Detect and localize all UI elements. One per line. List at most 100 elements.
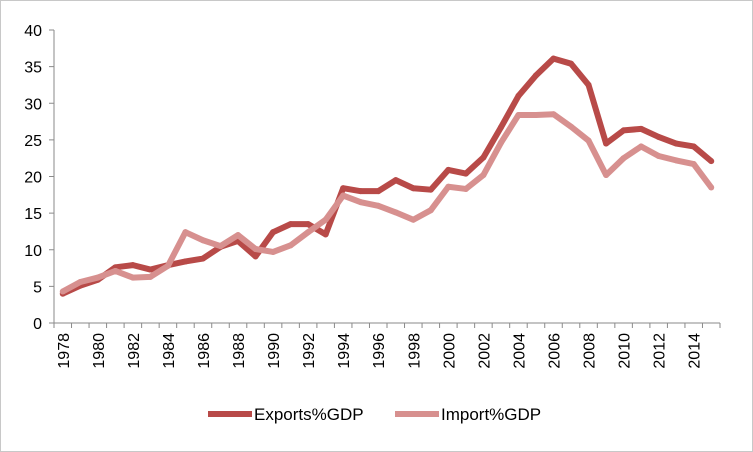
series-line-0 — [61, 55, 714, 297]
data-point-1 — [568, 123, 575, 130]
data-point-0 — [147, 266, 154, 273]
data-point-0 — [532, 72, 539, 79]
data-point-1 — [690, 161, 697, 168]
data-point-1 — [270, 248, 277, 255]
data-point-1 — [77, 278, 84, 285]
y-tick-label: 35 — [24, 60, 42, 77]
data-point-0 — [445, 166, 452, 173]
data-point-1 — [147, 273, 154, 280]
series-line-1 — [61, 111, 714, 295]
data-point-1 — [287, 242, 294, 249]
data-point-0 — [357, 188, 364, 195]
data-point-1 — [410, 216, 417, 223]
y-tick-label: 10 — [24, 243, 42, 260]
data-point-0 — [585, 81, 592, 88]
data-point-1 — [375, 202, 382, 209]
y-tick-label: 5 — [33, 279, 42, 296]
x-tick-label: 1996 — [371, 333, 388, 369]
data-point-0 — [690, 143, 697, 150]
data-point-1 — [550, 111, 557, 118]
data-point-0 — [199, 255, 206, 262]
legend-label-0: Exports%GDP — [254, 405, 364, 424]
data-point-0 — [305, 221, 312, 228]
data-point-1 — [603, 172, 610, 179]
data-point-1 — [94, 274, 101, 281]
x-axis: 1978 1980 1982 1984 1986 1988 1990 1992 1994 1996… — [53, 322, 721, 369]
x-tick-label: 1984 — [161, 333, 178, 369]
data-point-1 — [708, 184, 715, 191]
x-tick-label: 1998 — [406, 333, 423, 369]
data-point-0 — [322, 231, 329, 238]
data-point-1 — [322, 216, 329, 223]
data-point-1 — [462, 185, 469, 192]
data-point-0 — [340, 185, 347, 192]
data-point-1 — [480, 172, 487, 179]
data-point-1 — [497, 139, 504, 146]
data-point-0 — [252, 253, 259, 260]
x-tick-label: 2004 — [511, 333, 528, 369]
data-point-1 — [59, 288, 66, 295]
x-tick-label: 2012 — [652, 333, 669, 369]
data-point-1 — [235, 232, 242, 239]
data-point-1 — [392, 209, 399, 216]
data-point-1 — [427, 207, 434, 214]
legend-label-1: Import%GDP — [441, 405, 541, 424]
x-tick-label: 1978 — [56, 333, 73, 369]
data-point-1 — [340, 192, 347, 199]
x-tick-label: 2000 — [441, 333, 458, 369]
data-point-0 — [270, 229, 277, 236]
x-tick-label: 1994 — [336, 333, 353, 369]
data-point-0 — [708, 158, 715, 165]
data-point-1 — [199, 237, 206, 244]
data-point-0 — [673, 140, 680, 147]
x-tick-label: 2008 — [582, 333, 599, 369]
data-point-1 — [515, 111, 522, 118]
data-point-1 — [673, 157, 680, 164]
x-tick-label: 2010 — [617, 333, 634, 369]
data-point-0 — [410, 185, 417, 192]
data-point-0 — [638, 125, 645, 132]
x-tick-label: 1986 — [196, 333, 213, 369]
data-point-0 — [129, 262, 136, 269]
series-layer — [59, 55, 715, 297]
data-point-1 — [112, 267, 119, 274]
data-point-0 — [375, 188, 382, 195]
data-point-0 — [287, 221, 294, 228]
data-point-0 — [497, 124, 504, 131]
data-point-0 — [480, 154, 487, 161]
x-tick-label: 2002 — [476, 333, 493, 369]
data-point-1 — [655, 152, 662, 159]
data-point-1 — [357, 199, 364, 206]
data-point-0 — [515, 92, 522, 99]
x-tick-label: 1992 — [301, 333, 318, 369]
data-point-1 — [305, 229, 312, 236]
y-tick-label: 25 — [24, 133, 42, 150]
data-point-1 — [532, 111, 539, 118]
x-tick-label: 2006 — [547, 333, 564, 369]
data-point-1 — [182, 229, 189, 236]
legend: Exports%GDP Import%GDP — [208, 405, 541, 424]
data-point-1 — [620, 155, 627, 162]
data-point-1 — [585, 137, 592, 144]
y-tick-label: 0 — [33, 316, 42, 333]
data-point-0 — [568, 60, 575, 67]
data-point-1 — [164, 262, 171, 269]
x-tick-label: 1980 — [91, 333, 108, 369]
x-tick-label: 1988 — [231, 333, 248, 369]
data-point-0 — [620, 127, 627, 134]
data-point-0 — [655, 133, 662, 140]
data-point-1 — [638, 143, 645, 150]
y-tick-label: 20 — [24, 170, 42, 187]
x-tick-label: 2014 — [687, 333, 704, 369]
data-point-1 — [252, 246, 259, 253]
data-point-1 — [129, 274, 136, 281]
data-point-1 — [217, 243, 224, 250]
data-point-0 — [427, 186, 434, 193]
y-tick-label: 30 — [24, 96, 42, 113]
data-point-0 — [182, 258, 189, 265]
data-point-0 — [392, 177, 399, 184]
data-point-1 — [445, 183, 452, 190]
x-tick-label: 1990 — [266, 333, 283, 369]
